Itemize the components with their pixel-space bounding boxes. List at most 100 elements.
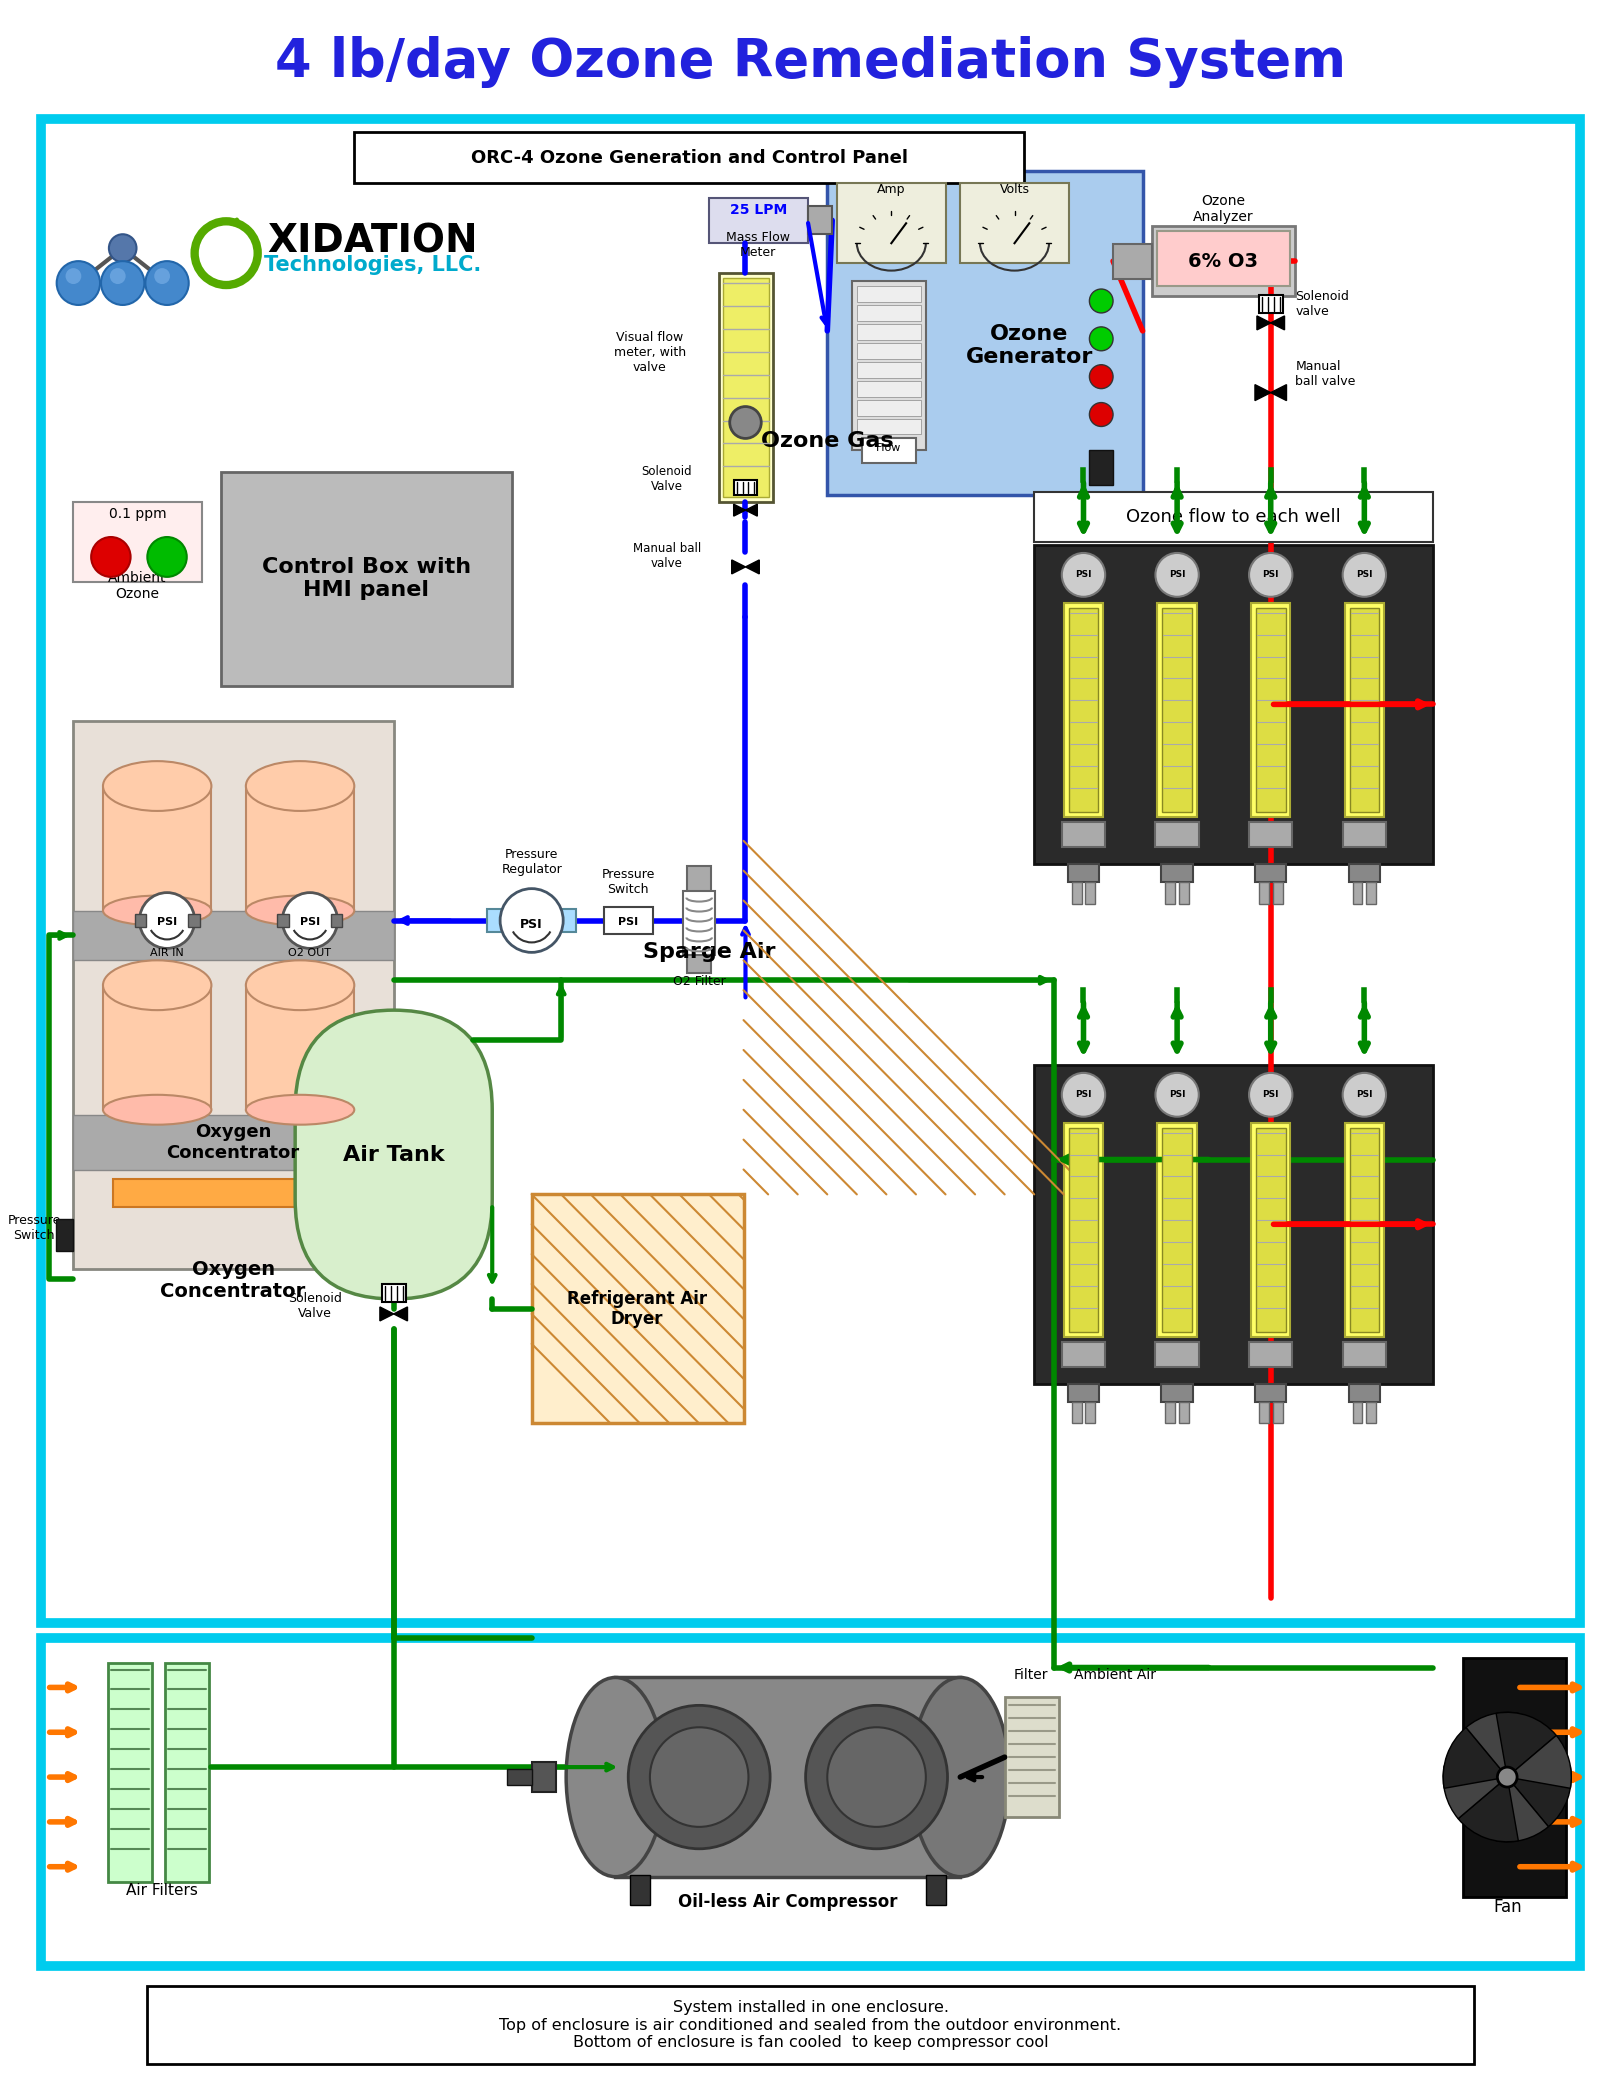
Bar: [1254, 864, 1286, 882]
Text: Mass Flow
Meter: Mass Flow Meter: [725, 232, 790, 259]
Text: Volts: Volts: [998, 184, 1029, 197]
Bar: [1157, 232, 1290, 286]
Text: PSI: PSI: [1262, 1089, 1278, 1100]
Bar: [112, 1179, 355, 1207]
Bar: [857, 343, 920, 360]
Text: Solenoid
Valve: Solenoid Valve: [640, 464, 692, 493]
Bar: [1034, 1064, 1432, 1384]
Bar: [1343, 1123, 1384, 1336]
Wedge shape: [1443, 1765, 1507, 1819]
Bar: [165, 1662, 209, 1882]
Bar: [851, 280, 924, 450]
Bar: [615, 1677, 960, 1878]
Text: Flow: Flow: [875, 443, 900, 454]
Bar: [74, 1115, 393, 1169]
Bar: [1343, 602, 1384, 818]
Circle shape: [1154, 552, 1197, 596]
Bar: [862, 439, 915, 464]
Circle shape: [109, 268, 125, 284]
Bar: [1061, 822, 1104, 847]
Wedge shape: [1465, 1713, 1517, 1777]
Text: PSI: PSI: [300, 918, 319, 928]
Wedge shape: [1496, 1713, 1555, 1777]
Circle shape: [650, 1727, 748, 1828]
Bar: [708, 199, 807, 243]
Bar: [221, 473, 512, 686]
Text: PSI: PSI: [1168, 1089, 1184, 1100]
Bar: [1152, 226, 1295, 297]
Bar: [1085, 1401, 1095, 1424]
Bar: [56, 1219, 74, 1250]
Circle shape: [91, 537, 130, 577]
Bar: [1254, 1384, 1286, 1401]
Circle shape: [1061, 1073, 1104, 1117]
Circle shape: [1342, 1073, 1385, 1117]
Text: PSI: PSI: [1168, 571, 1184, 579]
Bar: [1255, 1127, 1284, 1332]
Bar: [857, 418, 920, 435]
Text: Oxygen
Concentrator: Oxygen Concentrator: [167, 1123, 300, 1163]
Bar: [1154, 1342, 1197, 1368]
Wedge shape: [1457, 1777, 1517, 1842]
Bar: [1067, 1127, 1098, 1332]
Bar: [857, 324, 920, 341]
Bar: [1160, 1384, 1193, 1401]
Bar: [1034, 491, 1432, 542]
Bar: [857, 399, 920, 416]
Text: Ozone
Generator: Ozone Generator: [965, 324, 1093, 368]
Text: XIDATION: XIDATION: [268, 222, 478, 259]
Circle shape: [148, 537, 186, 577]
Ellipse shape: [567, 1677, 664, 1878]
Bar: [1162, 1127, 1191, 1332]
Bar: [531, 1194, 743, 1424]
Text: Manual
ball valve: Manual ball valve: [1295, 360, 1355, 387]
Circle shape: [154, 268, 170, 284]
Bar: [733, 481, 758, 496]
Bar: [1160, 864, 1193, 882]
Bar: [148, 1986, 1473, 2064]
Bar: [857, 381, 920, 397]
Bar: [1067, 608, 1098, 811]
Bar: [807, 207, 831, 234]
Bar: [1249, 1342, 1292, 1368]
Text: Technologies, LLC.: Technologies, LLC.: [263, 255, 480, 276]
Bar: [40, 1637, 1579, 1966]
Bar: [722, 278, 769, 498]
Polygon shape: [1270, 385, 1286, 401]
Bar: [531, 1763, 555, 1792]
Bar: [74, 910, 393, 960]
Text: Sparge Air: Sparge Air: [642, 943, 775, 962]
Circle shape: [1088, 364, 1112, 389]
Circle shape: [1154, 1073, 1197, 1117]
Bar: [246, 985, 355, 1110]
Bar: [1178, 1401, 1188, 1424]
Text: Ozone
Analyzer: Ozone Analyzer: [1193, 194, 1254, 224]
Bar: [719, 274, 772, 502]
Wedge shape: [1507, 1765, 1570, 1828]
Text: Oil-less Air Compressor: Oil-less Air Compressor: [677, 1892, 897, 1911]
Text: Air Tank: Air Tank: [342, 1144, 445, 1165]
Text: PSI: PSI: [1075, 571, 1091, 579]
Text: ORC-4 Ozone Generation and Control Panel: ORC-4 Ozone Generation and Control Panel: [470, 148, 907, 167]
Bar: [278, 914, 289, 928]
Ellipse shape: [103, 761, 212, 811]
Bar: [108, 1662, 152, 1882]
Polygon shape: [1270, 316, 1284, 330]
Bar: [1178, 882, 1188, 903]
Bar: [103, 786, 212, 910]
Text: Ambient
Ozone: Ambient Ozone: [108, 571, 167, 600]
Text: Visual flow
meter, with
valve: Visual flow meter, with valve: [613, 330, 685, 374]
Text: PSI: PSI: [1355, 1089, 1372, 1100]
Circle shape: [1088, 289, 1112, 314]
Bar: [1165, 1401, 1175, 1424]
Bar: [857, 362, 920, 378]
Text: Fan: Fan: [1493, 1897, 1520, 1915]
Text: Filter: Filter: [1013, 1669, 1048, 1683]
Bar: [486, 910, 502, 933]
Bar: [1351, 1401, 1361, 1424]
Text: PSI: PSI: [1262, 571, 1278, 579]
Bar: [1351, 882, 1361, 903]
Ellipse shape: [246, 960, 355, 1010]
Text: Pressure
Regulator: Pressure Regulator: [501, 847, 562, 876]
Bar: [331, 914, 342, 928]
